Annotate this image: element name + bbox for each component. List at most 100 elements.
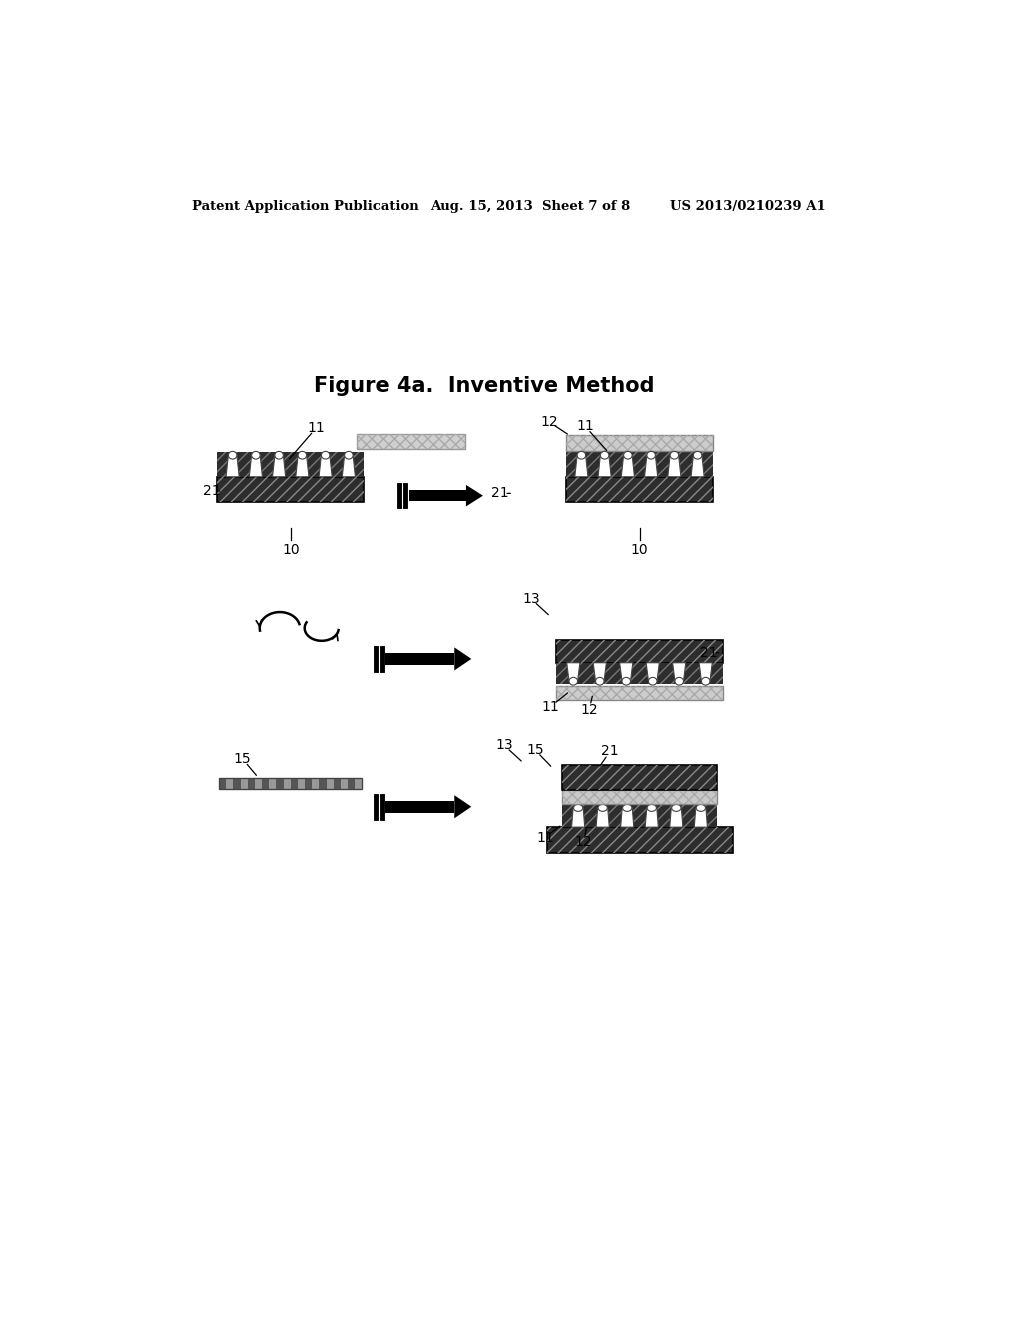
Text: 21: 21 — [700, 645, 718, 660]
Bar — [566, 453, 713, 477]
Polygon shape — [455, 795, 471, 818]
Polygon shape — [319, 455, 332, 477]
Bar — [334, 779, 341, 789]
Bar — [562, 804, 717, 828]
Ellipse shape — [598, 804, 607, 812]
Bar — [255, 779, 262, 789]
Text: 12: 12 — [574, 836, 593, 849]
Bar — [566, 436, 713, 450]
Bar — [556, 640, 723, 663]
Bar — [348, 779, 355, 789]
Text: 11: 11 — [307, 421, 326, 434]
Polygon shape — [272, 455, 286, 477]
Bar — [298, 779, 305, 789]
Bar — [566, 477, 713, 502]
Ellipse shape — [647, 451, 655, 459]
Polygon shape — [571, 808, 585, 828]
Polygon shape — [691, 455, 705, 477]
Bar — [562, 804, 717, 828]
Bar — [284, 779, 291, 789]
Text: 21: 21 — [203, 484, 220, 498]
Ellipse shape — [345, 451, 353, 459]
Polygon shape — [455, 647, 471, 671]
Ellipse shape — [696, 804, 706, 812]
Bar — [217, 477, 365, 502]
Text: 13: 13 — [522, 591, 540, 606]
Bar — [356, 434, 465, 449]
Bar — [547, 828, 732, 853]
Bar — [562, 764, 717, 791]
Ellipse shape — [600, 451, 609, 459]
Polygon shape — [342, 455, 355, 477]
Bar — [556, 640, 723, 663]
Ellipse shape — [675, 677, 683, 685]
Bar — [562, 764, 717, 791]
Text: 10: 10 — [282, 543, 300, 557]
Ellipse shape — [693, 451, 701, 459]
Polygon shape — [621, 808, 634, 828]
Polygon shape — [622, 455, 635, 477]
Ellipse shape — [622, 677, 631, 685]
Bar — [547, 828, 732, 853]
Bar — [385, 653, 455, 665]
Text: 12: 12 — [581, 702, 598, 717]
Polygon shape — [566, 663, 580, 681]
Text: 12: 12 — [540, 414, 558, 429]
Bar — [219, 779, 226, 789]
Ellipse shape — [672, 804, 681, 812]
Polygon shape — [644, 455, 657, 477]
Bar — [241, 779, 248, 789]
Bar — [217, 453, 365, 477]
Bar — [217, 453, 365, 477]
Bar — [233, 779, 241, 789]
Text: US 2013/0210239 A1: US 2013/0210239 A1 — [671, 199, 826, 213]
Polygon shape — [598, 455, 611, 477]
Polygon shape — [249, 455, 262, 477]
Bar — [248, 779, 255, 789]
Ellipse shape — [670, 451, 679, 459]
Text: 15: 15 — [233, 752, 252, 766]
Bar — [312, 779, 319, 789]
Bar — [566, 477, 713, 502]
Bar — [262, 779, 269, 789]
Bar — [219, 779, 362, 789]
Text: 11: 11 — [577, 420, 594, 433]
Bar — [226, 779, 233, 789]
Ellipse shape — [573, 804, 583, 812]
Text: 13: 13 — [495, 738, 513, 752]
Ellipse shape — [228, 451, 237, 459]
Polygon shape — [699, 663, 713, 681]
Polygon shape — [593, 663, 606, 681]
Polygon shape — [645, 808, 658, 828]
Polygon shape — [620, 663, 633, 681]
Text: 11: 11 — [542, 700, 559, 714]
Ellipse shape — [623, 804, 632, 812]
Bar — [341, 779, 348, 789]
Bar — [291, 779, 298, 789]
Bar — [556, 663, 723, 684]
Bar — [562, 791, 717, 804]
Polygon shape — [596, 808, 609, 828]
Bar — [319, 779, 327, 789]
Bar — [566, 436, 713, 450]
Text: 21: 21 — [492, 486, 509, 500]
Ellipse shape — [701, 677, 710, 685]
Bar — [269, 779, 276, 789]
Polygon shape — [646, 663, 659, 681]
Ellipse shape — [578, 451, 586, 459]
Bar — [385, 800, 455, 813]
Bar — [409, 490, 466, 502]
Ellipse shape — [647, 804, 656, 812]
Bar — [355, 779, 362, 789]
Bar — [305, 779, 312, 789]
Polygon shape — [574, 455, 588, 477]
Bar — [556, 686, 723, 700]
Ellipse shape — [648, 677, 657, 685]
Bar — [276, 779, 284, 789]
Polygon shape — [694, 808, 708, 828]
Text: Patent Application Publication: Patent Application Publication — [191, 199, 418, 213]
Polygon shape — [673, 663, 686, 681]
Text: Aug. 15, 2013  Sheet 7 of 8: Aug. 15, 2013 Sheet 7 of 8 — [430, 199, 631, 213]
Bar — [556, 663, 723, 684]
Bar — [562, 791, 717, 804]
